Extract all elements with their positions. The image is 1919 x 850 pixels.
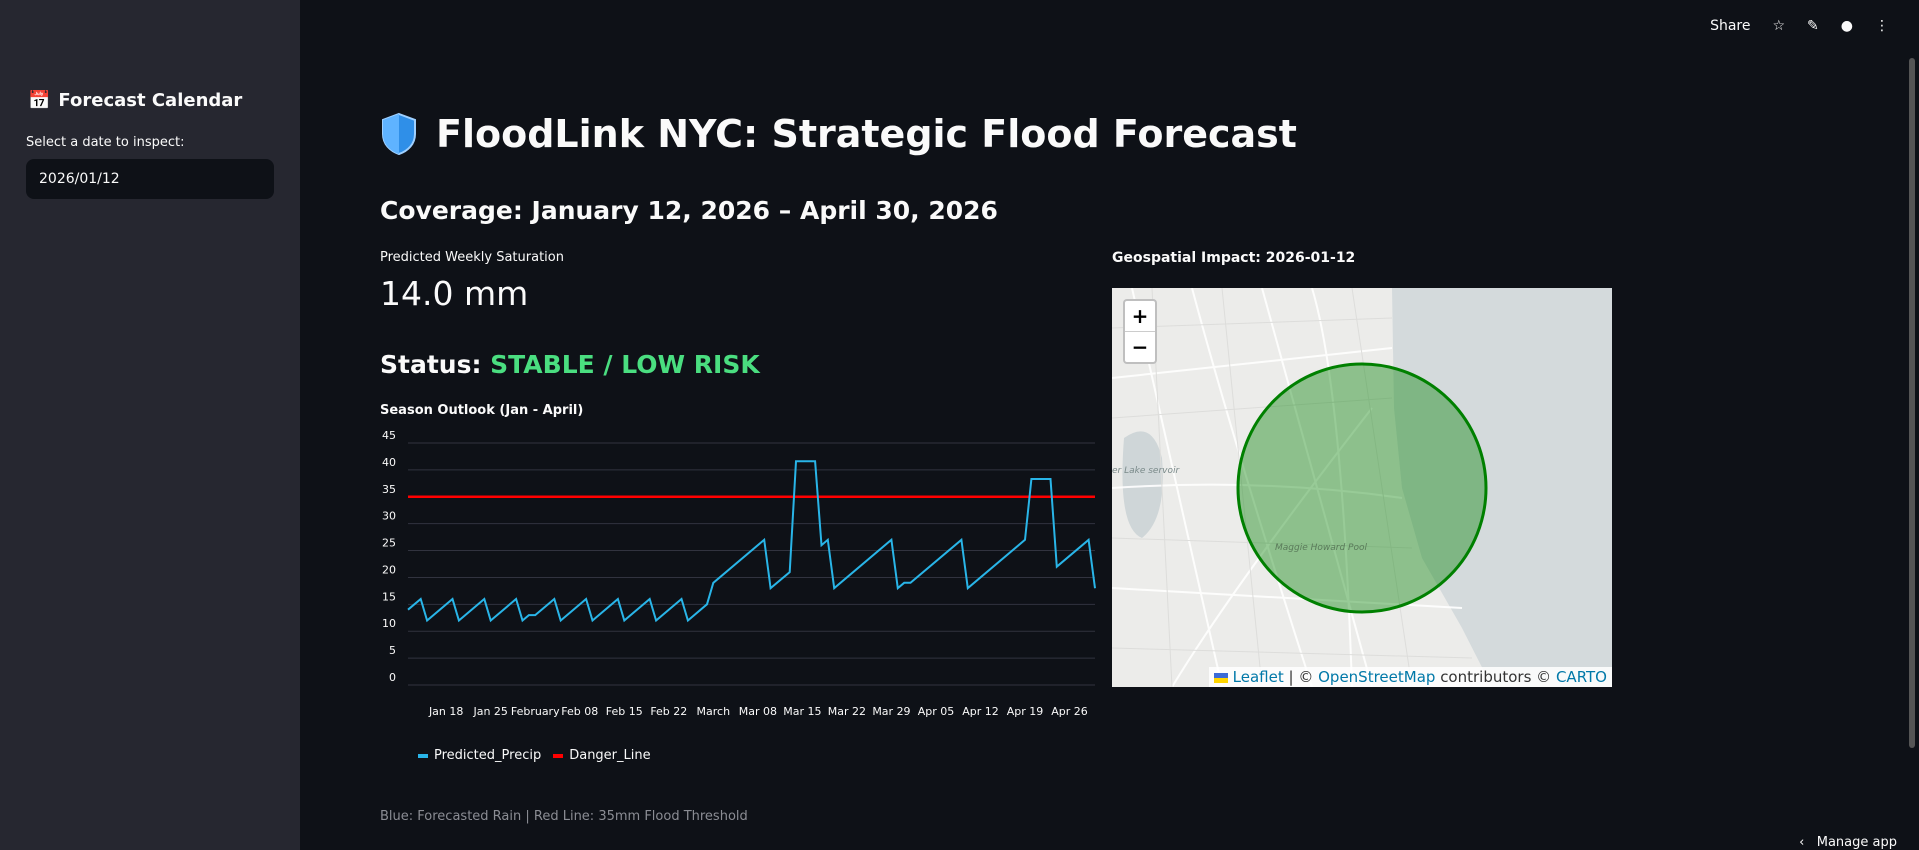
scrollbar[interactable] (1909, 58, 1915, 748)
status-heading: Status: STABLE / LOW RISK (380, 350, 760, 379)
x-tick-label: Jan 18 (428, 705, 463, 718)
status-prefix: Status: (380, 350, 482, 379)
more-vert-icon[interactable]: ⋮ (1875, 18, 1889, 34)
map-label-pool: Maggie Howard Pool (1275, 543, 1367, 553)
sidebar: 📅 Forecast Calendar Select a date to ins… (0, 0, 300, 850)
chart-caption: Blue: Forecasted Rain | Red Line: 35mm F… (380, 809, 748, 824)
y-tick-label: 40 (382, 456, 396, 469)
calendar-icon: 📅 (28, 90, 51, 111)
x-tick-label: Feb 15 (606, 705, 643, 718)
x-tick-label: Apr 19 (1007, 705, 1044, 718)
x-tick-label: Feb 22 (650, 705, 687, 718)
x-tick-label: Mar 08 (739, 705, 777, 718)
date-label: Select a date to inspect: (26, 135, 185, 150)
metric-label: Predicted Weekly Saturation (380, 250, 564, 265)
y-tick-label: 10 (382, 617, 396, 630)
x-tick-label: Feb 08 (561, 705, 598, 718)
date-input[interactable] (26, 159, 274, 199)
page-title-text: FloodLink NYC: Strategic Flood Forecast (436, 112, 1297, 156)
map-attribution: Leaflet | © OpenStreetMap contributors ©… (1208, 667, 1612, 687)
zoom-in-button[interactable]: + (1125, 301, 1155, 332)
x-tick-label: March (697, 705, 731, 718)
y-tick-label: 45 (382, 430, 396, 442)
ukraine-flag-icon (1213, 672, 1228, 683)
manage-app-button[interactable]: ‹ Manage app (1799, 835, 1897, 850)
zoom-out-button[interactable]: − (1131, 335, 1149, 359)
y-tick-label: 15 (382, 590, 396, 603)
x-tick-label: Apr 05 (918, 705, 955, 718)
zoom-control: + − (1123, 299, 1157, 364)
leaflet-link[interactable]: Leaflet (1232, 668, 1284, 686)
series-line-predicted-precip (407, 460, 1096, 623)
github-icon[interactable]: ● (1840, 18, 1853, 34)
y-tick-label: 25 (382, 537, 396, 550)
x-tick-label: Mar 15 (783, 705, 821, 718)
metric-value: 14.0 mm (380, 274, 529, 313)
map-label-reservoir: er Lake servoir (1112, 466, 1180, 476)
x-tick-label: February (511, 705, 560, 718)
map-tiles: Maggie Howard Pool er Lake servoir (1112, 288, 1612, 687)
chart-title: Season Outlook (Jan - April) (380, 403, 584, 418)
sidebar-title-text: Forecast Calendar (58, 90, 243, 111)
star-icon[interactable]: ☆ (1772, 18, 1786, 34)
page-title: FloodLink NYC: Strategic Flood Forecast (380, 112, 1297, 156)
osm-link[interactable]: OpenStreetMap (1318, 668, 1436, 686)
impact-circle[interactable] (1236, 362, 1488, 614)
carto-link[interactable]: CARTO (1555, 668, 1607, 686)
x-tick-label: Mar 29 (872, 705, 910, 718)
shield-icon (382, 112, 416, 156)
y-tick-label: 20 (382, 563, 396, 576)
y-tick-label: 0 (389, 671, 396, 684)
status-badge: STABLE / LOW RISK (490, 350, 760, 379)
x-tick-label: Mar 22 (828, 705, 866, 718)
pencil-icon[interactable]: ✎ (1807, 18, 1819, 34)
y-tick-label: 35 (382, 483, 396, 496)
y-tick-label: 5 (389, 644, 396, 657)
sidebar-title: 📅 Forecast Calendar (28, 90, 242, 111)
coverage-heading: Coverage: January 12, 2026 – April 30, 2… (380, 196, 998, 225)
legend-item-predicted[interactable]: Predicted_Precip (418, 748, 541, 763)
chart-legend: Predicted_Precip Danger_Line (418, 748, 651, 763)
y-tick-label: 30 (382, 510, 396, 523)
legend-item-danger[interactable]: Danger_Line (553, 748, 651, 763)
toolbar: Share ☆ ✎ ● ⋮ (1710, 18, 1889, 34)
x-tick-label: Apr 12 (962, 705, 999, 718)
share-button[interactable]: Share (1710, 18, 1751, 34)
x-tick-label: Jan 25 (472, 705, 507, 718)
map-title: Geospatial Impact: 2026-01-12 (1112, 250, 1356, 266)
map[interactable]: Maggie Howard Pool er Lake servoir + − L… (1112, 288, 1612, 687)
x-tick-label: Apr 26 (1051, 705, 1088, 718)
